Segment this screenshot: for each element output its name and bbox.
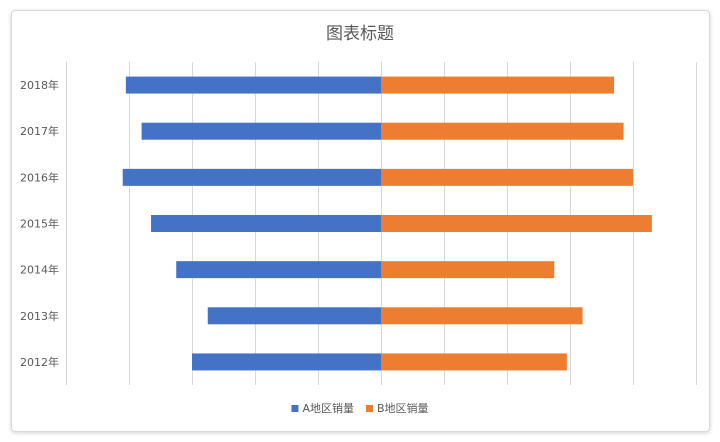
legend-label-series1: B地区销量 — [377, 401, 429, 415]
chart-title: 图表标题 — [326, 24, 394, 44]
butterfly-bar-chart: 图表标题 2012年 2013年 2014年 2015年 2016年 2017年 2018年… — [20, 24, 697, 415]
category-label-2015年: 2015年 — [20, 217, 59, 231]
legend[interactable]: A地区销量 B地区销量 — [291, 401, 429, 415]
bars — [122, 76, 652, 371]
legend-label-series0: A地区销量 — [302, 401, 354, 415]
bar-series0-2017年 — [141, 122, 381, 140]
bar-series1-2013年 — [381, 307, 583, 325]
bar-series0-2016年 — [122, 168, 381, 186]
category-label-2016年: 2016年 — [20, 170, 59, 184]
bar-series1-2018年 — [381, 76, 615, 94]
category-label-2014年: 2014年 — [20, 263, 59, 277]
bar-series0-2014年 — [176, 261, 381, 279]
category-label-2017年: 2017年 — [20, 124, 59, 138]
chart-card: 图表标题 2012年 2013年 2014年 2015年 2016年 2017年 2018年… — [11, 10, 710, 432]
bar-series1-2017年 — [381, 122, 624, 140]
bar-series0-2013年 — [207, 307, 381, 325]
legend-swatch-series1 — [365, 405, 373, 412]
legend-item-series0[interactable]: A地区销量 — [291, 401, 354, 415]
category-label-2018年: 2018年 — [20, 78, 59, 92]
legend-item-series1[interactable]: B地区销量 — [365, 401, 429, 415]
bar-series1-2012年 — [381, 353, 567, 371]
category-label-2013年: 2013年 — [20, 309, 59, 323]
category-label-2012年: 2012年 — [20, 355, 59, 369]
bar-series1-2015年 — [381, 215, 652, 232]
bar-series0-2018年 — [125, 76, 381, 94]
legend-swatch-series0 — [291, 405, 299, 412]
category-axis-labels: 2012年 2013年 2014年 2015年 2016年 2017年 2018年 — [20, 78, 59, 369]
bar-series1-2016年 — [381, 168, 633, 186]
bar-series0-2015年 — [151, 215, 381, 232]
bar-series1-2014年 — [381, 261, 555, 279]
bar-series0-2012年 — [192, 353, 381, 371]
